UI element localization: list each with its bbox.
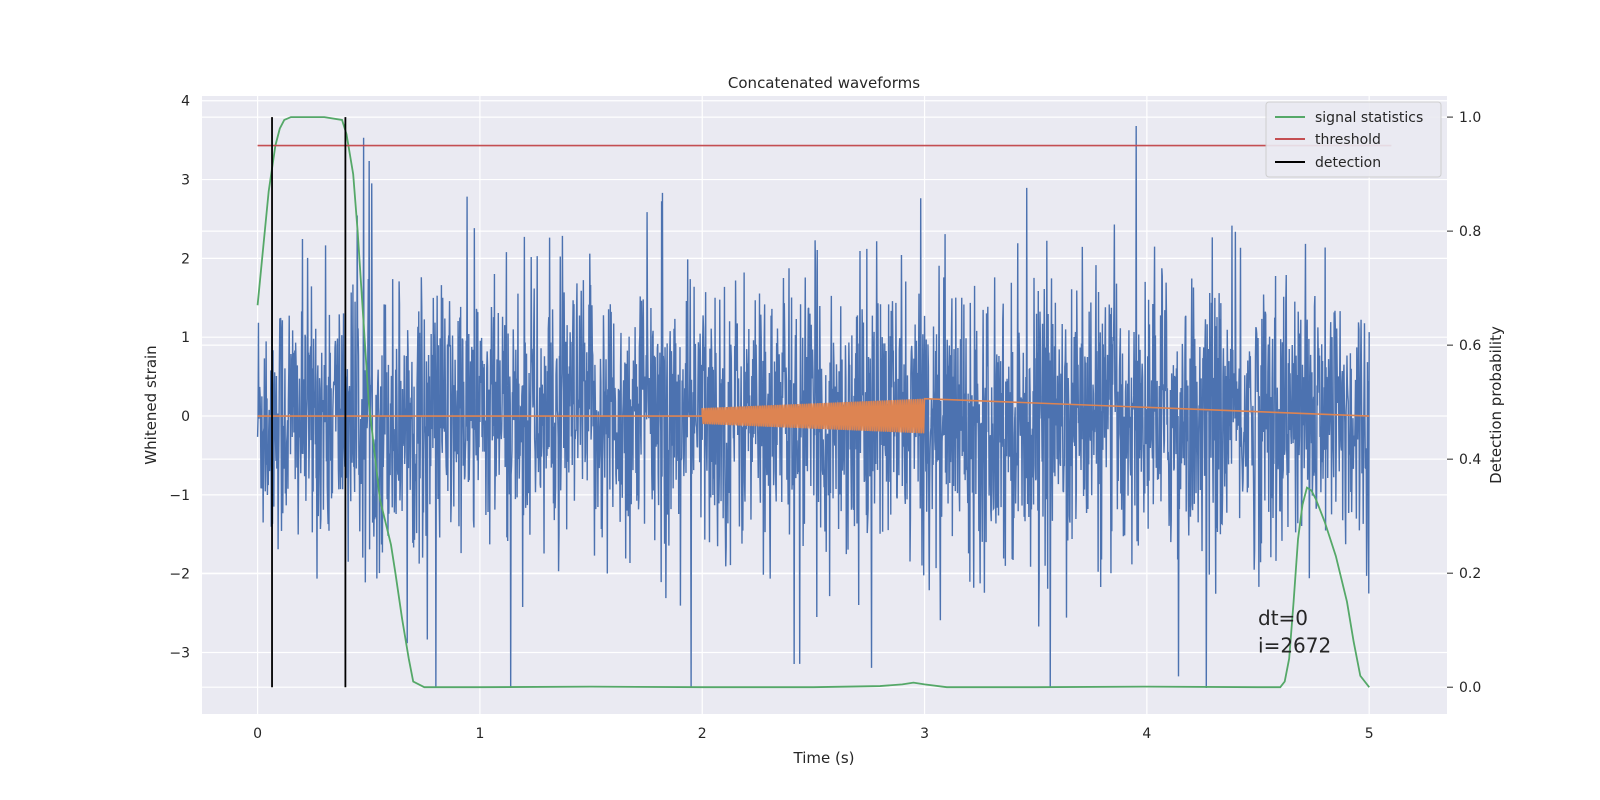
legend-label-detection: detection — [1315, 155, 1381, 171]
x-tick-label: 4 — [1142, 726, 1151, 742]
x-tick-label: 0 — [253, 726, 262, 742]
chart-title: Concatenated waveforms — [728, 74, 920, 92]
y-tick-label-left: −3 — [169, 646, 190, 662]
x-tick-label: 5 — [1365, 726, 1374, 742]
y-tick-label-left: 2 — [181, 251, 190, 267]
y-tick-label-right: 0.8 — [1459, 224, 1481, 240]
y-axis-label-right: Detection probability — [1487, 326, 1505, 484]
legend-box — [1265, 101, 1442, 178]
legend: signal statistics threshold detection — [1265, 101, 1442, 178]
y-tick-label-left: 0 — [181, 409, 190, 425]
y-tick-label-left: 3 — [181, 173, 190, 189]
x-tick-label: 2 — [698, 726, 707, 742]
legend-label-threshold: threshold — [1315, 132, 1381, 148]
axes: 0 1 2 3 4 5 −3 −2 −1 0 1 2 3 4 0.0 0.2 0.4 0.6 0.8 1.0 — [169, 94, 1481, 742]
y-tick-label-right: 0.0 — [1459, 680, 1481, 696]
y-tick-label-right: 0.6 — [1459, 338, 1481, 354]
annotations: dt=0 i=2672 — [1258, 606, 1331, 658]
injection-line — [257, 397, 1370, 434]
x-axis-label: Time (s) — [793, 749, 855, 767]
x-tick-label: 1 — [475, 726, 484, 742]
y-tick-label-right: 1.0 — [1459, 110, 1481, 126]
y-tick-label-left: 1 — [181, 330, 190, 346]
annotation-text: i=2672 — [1258, 634, 1331, 658]
annotation-text: dt=0 — [1258, 606, 1308, 630]
legend-label-signal-statistics: signal statistics — [1315, 110, 1423, 126]
data-layer — [256, 116, 1392, 689]
y-tick-label-right: 0.4 — [1459, 452, 1481, 468]
y-tick-label-left: −2 — [169, 567, 190, 583]
x-tick-label: 3 — [920, 726, 929, 742]
noise-line — [256, 125, 1370, 688]
y-tick-label-right: 0.2 — [1459, 566, 1481, 582]
y-tick-label-left: 4 — [181, 94, 190, 110]
signal-statistics-line — [256, 116, 1370, 689]
y-axis-label-left: Whitened strain — [142, 345, 160, 464]
y-tick-label-left: −1 — [169, 488, 190, 504]
